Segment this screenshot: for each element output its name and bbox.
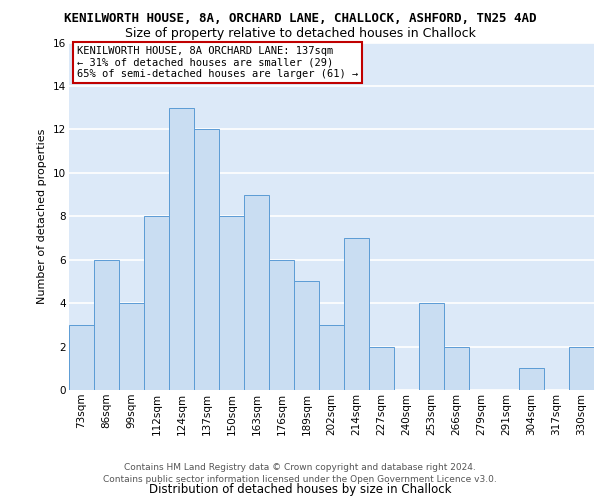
Bar bbox=[344, 238, 369, 390]
Bar bbox=[244, 194, 269, 390]
Text: KENILWORTH HOUSE, 8A, ORCHARD LANE, CHALLOCK, ASHFORD, TN25 4AD: KENILWORTH HOUSE, 8A, ORCHARD LANE, CHAL… bbox=[64, 12, 536, 26]
Bar bbox=[144, 216, 169, 390]
Y-axis label: Number of detached properties: Number of detached properties bbox=[37, 128, 47, 304]
Bar bbox=[294, 282, 319, 390]
Text: Size of property relative to detached houses in Challock: Size of property relative to detached ho… bbox=[125, 28, 475, 40]
Text: Contains public sector information licensed under the Open Government Licence v3: Contains public sector information licen… bbox=[103, 475, 497, 484]
Bar bbox=[194, 130, 219, 390]
Bar bbox=[569, 346, 594, 390]
Bar bbox=[269, 260, 294, 390]
Text: KENILWORTH HOUSE, 8A ORCHARD LANE: 137sqm
← 31% of detached houses are smaller (: KENILWORTH HOUSE, 8A ORCHARD LANE: 137sq… bbox=[77, 46, 358, 79]
Bar bbox=[369, 346, 394, 390]
Bar bbox=[219, 216, 244, 390]
Bar bbox=[519, 368, 544, 390]
Bar bbox=[69, 325, 94, 390]
Bar bbox=[444, 346, 469, 390]
Bar bbox=[419, 303, 444, 390]
Bar bbox=[319, 325, 344, 390]
Bar bbox=[119, 303, 144, 390]
Text: Contains HM Land Registry data © Crown copyright and database right 2024.: Contains HM Land Registry data © Crown c… bbox=[124, 464, 476, 472]
Text: Distribution of detached houses by size in Challock: Distribution of detached houses by size … bbox=[149, 484, 451, 496]
Bar bbox=[94, 260, 119, 390]
Bar bbox=[169, 108, 194, 390]
